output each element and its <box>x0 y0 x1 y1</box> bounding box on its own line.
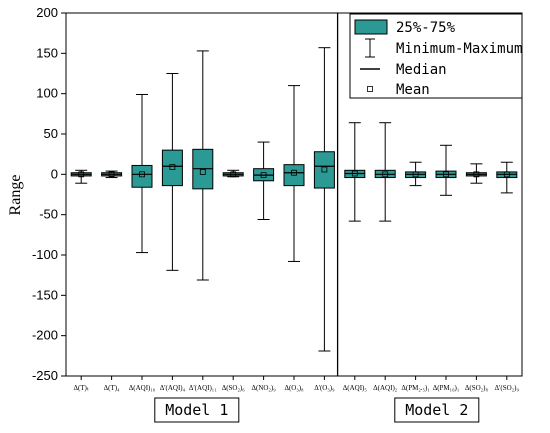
mean-marker <box>199 169 206 175</box>
box-item <box>405 161 427 187</box>
y-tick-label: 0 <box>51 166 58 181</box>
x-category-label: Δ(PM₁₀)₁ <box>433 384 460 392</box>
x-category-label: Δ(PM₂.₅)₁ <box>401 384 429 392</box>
y-tick-label: 50 <box>44 126 58 141</box>
mean-marker <box>351 170 358 177</box>
y-tick-label: -100 <box>32 247 58 262</box>
iqr-box <box>313 151 335 189</box>
box-item <box>465 163 487 184</box>
x-category-label: Δ'(SO₂)₉ <box>495 384 520 392</box>
box-item <box>374 122 396 222</box>
mean-marker <box>230 171 237 178</box>
legend-label: Minimum-Maximum <box>396 41 522 57</box>
mean-marker <box>108 171 115 178</box>
mean-marker <box>412 171 419 178</box>
y-tick-label: -200 <box>32 328 58 343</box>
legend-box-swatch <box>354 19 388 35</box>
y-tick-label: 200 <box>36 5 58 20</box>
model-label-box <box>154 397 240 423</box>
box-item <box>435 144 457 196</box>
legend-label: 25%-75% <box>396 20 456 36</box>
x-category-label: Δ(AQI)₁₀ <box>129 384 156 392</box>
y-tick-label: -50 <box>39 207 58 222</box>
box-item <box>161 73 183 271</box>
box-item <box>131 93 153 254</box>
iqr-box <box>161 149 183 187</box>
iqr-box <box>131 164 153 188</box>
model-group-labels: Model 1 Model 2 <box>154 397 480 423</box>
box-item <box>283 85 305 262</box>
x-category-label: Δ(AQI)₅ <box>343 384 368 392</box>
mean-marker <box>260 172 267 179</box>
x-category-label: Δ(SO₂)₈ <box>465 384 489 392</box>
x-category-label: Δ'(AQI)₄ <box>160 384 186 392</box>
y-tick-label: -250 <box>32 368 58 383</box>
box-series <box>70 47 518 352</box>
y-tick-label: 100 <box>36 86 58 101</box>
mean-marker <box>78 171 85 178</box>
x-category-label: Δ(T)₄ <box>104 384 120 392</box>
mean-marker <box>169 164 176 170</box>
x-category-label: Δ'(AQI)₁₁ <box>189 384 217 392</box>
x-category-label: Δ(T)ₜ <box>73 384 89 392</box>
model-label: Model 1 <box>165 401 228 419</box>
y-tick-label: 150 <box>36 45 58 60</box>
x-category-label: Δ(AQI)₂ <box>373 384 398 392</box>
mean-marker <box>503 171 510 178</box>
model-label: Model 2 <box>405 401 468 419</box>
legend-mean-icon <box>367 86 373 92</box>
mean-marker <box>291 169 297 176</box>
box-item <box>101 170 123 179</box>
box-item <box>253 141 275 221</box>
model-label-box <box>394 397 480 423</box>
box-item <box>313 47 335 352</box>
mean-marker <box>321 166 328 173</box>
y-tick-label: -150 <box>32 287 58 302</box>
x-category-label: Δ'(O₃)₉ <box>314 384 335 392</box>
x-category-label: Δ(NO₂)₉ <box>252 384 277 392</box>
y-axis-label: Range <box>7 175 24 216</box>
mean-marker <box>139 171 145 178</box>
box-item <box>344 122 366 222</box>
box-item <box>222 169 244 178</box>
box-item <box>70 169 92 184</box>
box-item <box>192 50 214 281</box>
x-category-label: Δ(O₃)₈ <box>284 384 304 392</box>
mean-marker <box>473 171 480 178</box>
box-item <box>496 161 518 194</box>
axes: -250 -200 -150 -100 -50 0 50 100 150 200 Δ(T)ₜ Δ(T)… <box>32 5 523 392</box>
legend: 25%-75% Minimum-Maximum Median Mean <box>349 13 523 99</box>
mean-marker <box>443 171 449 178</box>
x-category-label: Δ(SO₂)₆ <box>222 384 246 392</box>
legend-label: Mean <box>396 82 430 98</box>
legend-label: Median <box>396 62 447 78</box>
mean-marker <box>382 171 389 178</box>
